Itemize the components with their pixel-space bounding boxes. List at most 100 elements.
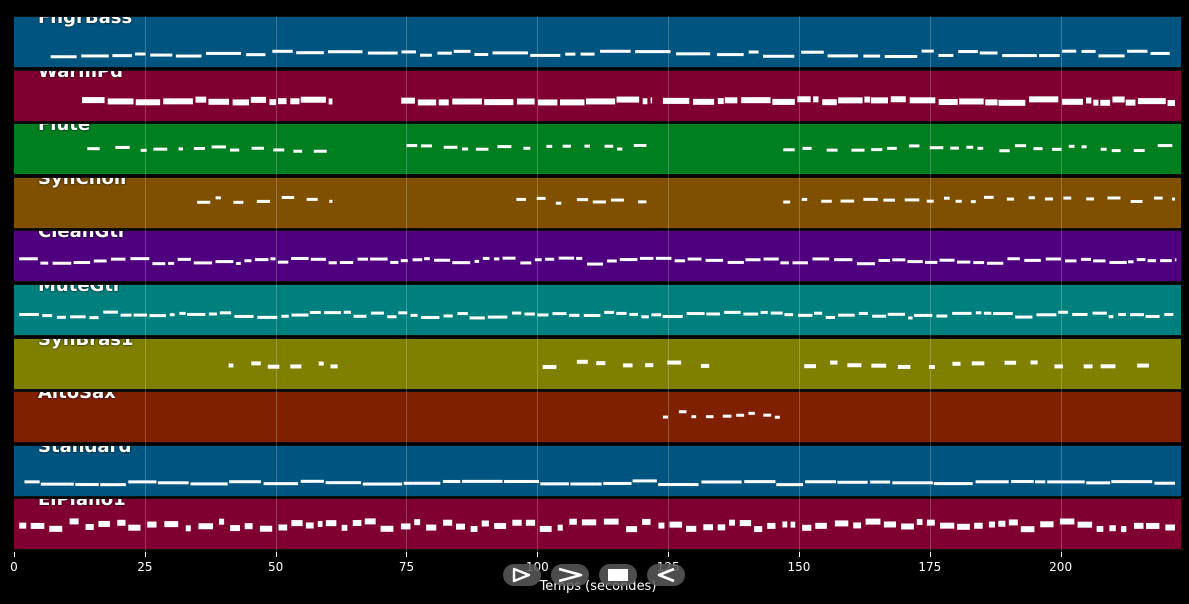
note xyxy=(555,201,562,205)
note xyxy=(909,96,936,103)
note-pattern xyxy=(82,95,1175,106)
note xyxy=(1035,480,1046,484)
note xyxy=(329,199,333,203)
note xyxy=(986,262,1004,266)
note xyxy=(1028,196,1035,200)
tick-mark xyxy=(537,552,539,557)
note xyxy=(398,311,408,315)
note xyxy=(1133,523,1144,530)
play-button[interactable] xyxy=(503,564,541,586)
note xyxy=(797,95,811,102)
note xyxy=(703,524,714,531)
note xyxy=(254,258,269,262)
note xyxy=(642,519,651,526)
stop-icon xyxy=(607,568,629,582)
note xyxy=(443,314,453,318)
note xyxy=(939,259,955,263)
note xyxy=(576,257,583,261)
note xyxy=(324,311,342,315)
track-mutegtr[interactable]: MuteGtr xyxy=(14,284,1181,336)
rewind-button[interactable] xyxy=(647,564,685,586)
note xyxy=(1083,363,1093,368)
note xyxy=(89,316,99,320)
note xyxy=(662,415,668,419)
note xyxy=(858,311,868,315)
track-synchoir[interactable]: SynChoir xyxy=(14,176,1181,229)
note xyxy=(1072,312,1088,316)
note xyxy=(892,481,933,485)
track-fngrbass[interactable]: FngrBass xyxy=(14,16,1181,68)
note xyxy=(1100,147,1107,151)
note xyxy=(512,520,522,527)
note xyxy=(763,413,772,417)
note xyxy=(362,482,403,486)
note xyxy=(1153,196,1163,200)
note xyxy=(629,312,638,316)
note xyxy=(107,98,134,105)
tick-label: 25 xyxy=(137,560,153,574)
note xyxy=(838,313,855,317)
note xyxy=(452,261,471,265)
note xyxy=(763,257,779,261)
note xyxy=(1098,54,1125,58)
track-elpiano1[interactable]: ElPiano1 xyxy=(14,498,1181,551)
note xyxy=(257,315,278,319)
note xyxy=(325,520,337,527)
note xyxy=(576,197,589,201)
note xyxy=(387,315,397,319)
note xyxy=(504,479,540,483)
note xyxy=(958,50,978,54)
note xyxy=(604,144,614,148)
track-warmpd[interactable]: WarmPd xyxy=(14,69,1181,122)
note xyxy=(600,49,631,53)
note xyxy=(745,258,761,262)
track-synbras1[interactable]: SynBras1 xyxy=(14,337,1181,390)
track-cleangtr[interactable]: CleanGtr xyxy=(14,230,1181,283)
track-altosax[interactable]: AltoSax xyxy=(14,391,1181,444)
note xyxy=(1100,363,1116,368)
note xyxy=(400,523,411,530)
note xyxy=(933,481,973,485)
track-flute[interactable]: Flute xyxy=(14,123,1181,176)
note xyxy=(706,312,721,316)
note xyxy=(115,146,130,150)
fast-forward-button[interactable] xyxy=(551,564,589,586)
note xyxy=(269,98,277,105)
stop-button[interactable] xyxy=(599,564,637,586)
note xyxy=(157,481,189,485)
note xyxy=(957,524,970,531)
note xyxy=(971,360,985,365)
note xyxy=(925,261,938,265)
note xyxy=(281,195,295,199)
note xyxy=(686,526,697,533)
note xyxy=(140,149,147,153)
note xyxy=(251,360,261,365)
note-pattern xyxy=(19,518,1175,533)
note xyxy=(193,261,213,265)
note xyxy=(42,314,53,318)
note xyxy=(296,51,324,55)
note xyxy=(177,258,191,262)
note xyxy=(559,98,585,105)
note xyxy=(73,261,91,265)
track-standard[interactable]: Standard xyxy=(14,444,1181,497)
note xyxy=(457,312,468,316)
note xyxy=(1108,315,1114,319)
note xyxy=(456,524,465,531)
note xyxy=(100,482,126,486)
note xyxy=(244,259,252,263)
note xyxy=(437,51,452,55)
note xyxy=(974,523,983,530)
note xyxy=(438,99,449,106)
note xyxy=(40,262,49,266)
note xyxy=(339,261,354,265)
tick-label: 150 xyxy=(787,560,811,574)
note xyxy=(1068,145,1075,149)
note xyxy=(871,148,883,152)
note xyxy=(851,148,865,152)
note xyxy=(163,97,193,104)
note xyxy=(1036,313,1057,317)
note xyxy=(658,522,665,529)
note xyxy=(979,51,998,55)
note xyxy=(801,50,824,54)
